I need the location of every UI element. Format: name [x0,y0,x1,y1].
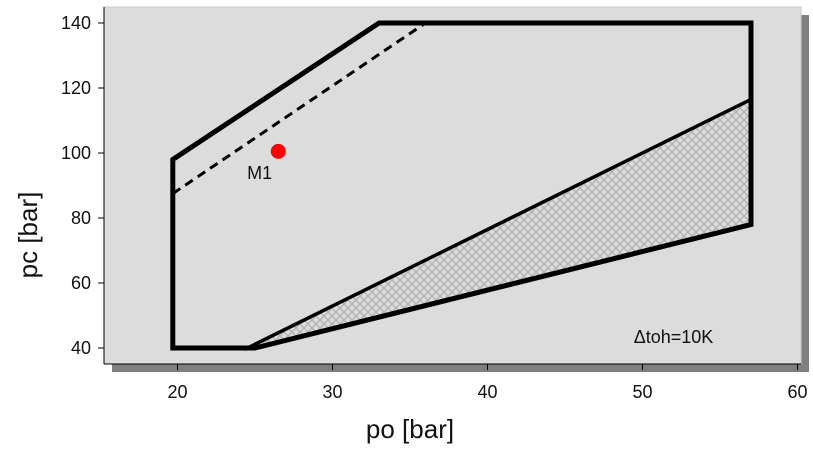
data-point-marker [270,143,286,159]
hatched-region-upper-edge [243,97,752,352]
y-tick-label: 120 [61,78,91,98]
x-tick-label: 30 [322,382,342,402]
y-tick-label: 40 [71,338,91,358]
x-axis-title: po [bar] [366,414,454,444]
x-tick-label: 40 [477,382,497,402]
axes-layer: 20 30 40 50 60 40 60 80 100 120 140 [61,7,808,402]
annotations-layer: M1 Δtoh=10K [247,163,713,347]
y-tick-label: 140 [61,13,91,33]
chart-annotation: Δtoh=10K [634,327,714,347]
envelope-lines-layer [170,20,754,352]
x-tick-label: 60 [787,382,807,402]
envelope-boundary-line [170,20,754,351]
x-tick-label: 20 [167,382,187,402]
y-tick-label: 60 [71,273,91,293]
x-tick-label: 50 [632,382,652,402]
chart-annotation: M1 [247,163,272,183]
y-tick-label: 100 [61,143,91,163]
points-layer [270,143,286,159]
y-axis-title: pc [bar] [13,192,43,279]
dashed-boundary-line [171,21,427,195]
y-tick-label: 80 [71,208,91,228]
